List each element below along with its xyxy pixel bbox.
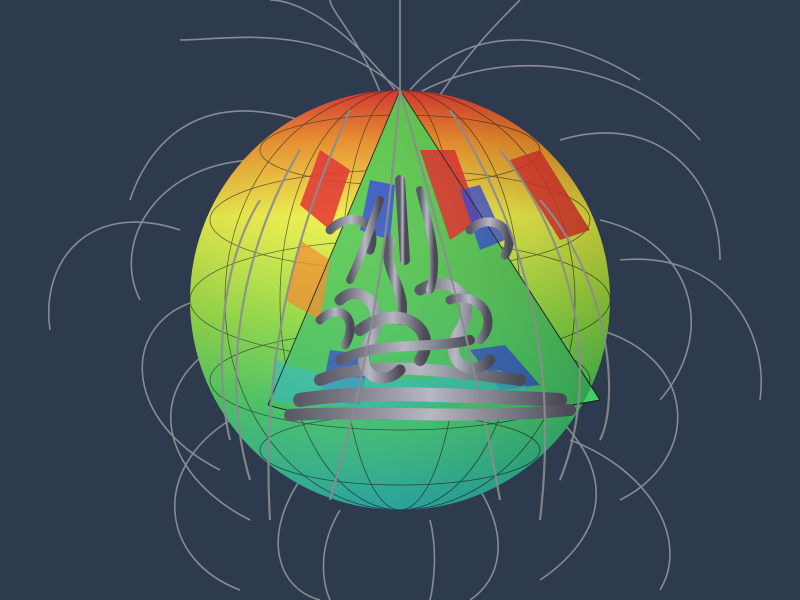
outer-field-lines: [48, 0, 762, 600]
front-field-lines: [220, 89, 611, 521]
core-flux-tubes: [284, 175, 576, 421]
